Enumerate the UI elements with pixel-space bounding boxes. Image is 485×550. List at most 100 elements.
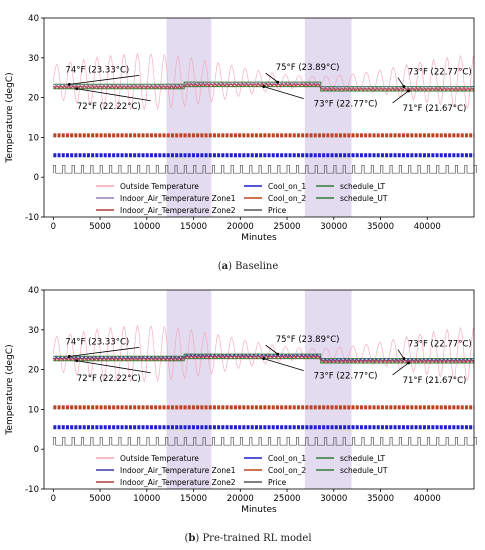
legend-label: schedule_LT	[340, 454, 386, 463]
legend-label: schedule_UT	[340, 194, 388, 203]
chart-panel-b: -10 0 10 20 30 40 0 5000 10000 15000 20000 25000 300…	[5, 286, 477, 515]
annotation-arrow	[76, 360, 151, 374]
annotation-point	[67, 82, 71, 86]
annotation-arrow	[392, 362, 409, 376]
legend-label: Price	[268, 206, 287, 215]
annotation-point	[276, 80, 280, 84]
y-tick-label: 0	[34, 173, 39, 183]
y-tick-label: 40	[28, 14, 39, 24]
legend-label: Outside Temperature	[120, 182, 199, 191]
x-tick-label: 20000	[227, 494, 254, 504]
legend-label: Cool_on_1	[268, 454, 306, 463]
annotation-label: 73°F (22.77°C)	[408, 68, 472, 78]
annotation-point	[67, 354, 71, 358]
legend-label: schedule_LT	[340, 182, 386, 191]
x-tick-label: 25000	[274, 494, 301, 504]
series-price-line	[52, 436, 477, 446]
legend-label: Indoor_Air_Temperature Zone1	[120, 466, 236, 475]
x-axis-label: Minutes	[241, 505, 277, 515]
x-tick-label: 5000	[89, 494, 111, 504]
y-tick-label: 30	[28, 54, 39, 64]
x-tick-label: 30000	[320, 222, 347, 232]
legend-label: Indoor_Air_Temperature Zone2	[120, 206, 236, 215]
annotation-arrow	[76, 88, 151, 102]
caption-text-a: Baseline	[235, 261, 278, 272]
series-outside-temperature-line	[52, 52, 475, 111]
annotation-label: 73°F (22.77°C)	[408, 340, 472, 350]
annotation-arrow	[263, 86, 304, 99]
annotation-arrow	[263, 358, 304, 371]
x-tick-label: 35000	[367, 494, 394, 504]
x-tick-label: 30000	[320, 494, 347, 504]
caption-a: (a) Baseline	[218, 261, 279, 272]
y-tick-label: 40	[28, 286, 39, 296]
annotation-arrow	[265, 72, 278, 83]
legend-label: Indoor_Air_Temperature Zone1	[120, 194, 236, 203]
series-outside-temperature-line	[52, 324, 475, 383]
y-tick-label: 0	[34, 445, 39, 455]
annotation-point	[407, 361, 410, 365]
annotation-label: 72°F (22.22°C)	[77, 102, 141, 112]
annotation-point	[402, 85, 406, 88]
legend-label: Cool_on_2	[268, 466, 306, 475]
legend-label: Price	[268, 478, 287, 487]
annotation-label: 71°F (21.67°C)	[403, 376, 467, 386]
annotation-arrow	[397, 77, 405, 87]
y-tick-label: 10	[28, 405, 39, 415]
annotation-label: 73°F (22.77°C)	[314, 100, 378, 110]
y-tick-label: 20	[28, 94, 39, 104]
x-tick-label: 15000	[180, 222, 207, 232]
legend-label: Cool_on_2	[268, 194, 306, 203]
x-axis-label: Minutes	[241, 233, 277, 243]
price-band-0	[166, 290, 212, 489]
y-tick-label: -10	[25, 485, 39, 495]
x-tick-label: 0	[51, 222, 56, 232]
annotation-arrow	[69, 346, 140, 357]
plot-frame	[43, 289, 475, 490]
x-tick-label: 10000	[133, 222, 160, 232]
annotation-point	[262, 85, 266, 88]
x-tick-label: 15000	[180, 494, 207, 504]
annotation-point	[276, 352, 280, 356]
annotation-label: 73°F (22.77°C)	[314, 372, 378, 382]
x-tick-label: 40000	[414, 494, 441, 504]
annotation-point	[407, 89, 410, 93]
price-band-0	[166, 18, 212, 217]
caption-letter-b: b	[188, 533, 195, 544]
annotation-label: 74°F (23.33°C)	[65, 65, 129, 75]
x-tick-label: 40000	[414, 222, 441, 232]
legend-label: Outside Temperature	[120, 454, 199, 463]
annotation-label: 72°F (22.22°C)	[77, 374, 141, 384]
x-tick-label: 0	[51, 494, 56, 504]
caption-letter-a: a	[222, 261, 229, 272]
caption-b: (b) Pre-trained RL model	[184, 533, 311, 544]
annotation-point	[262, 357, 266, 360]
price-band-1	[304, 18, 352, 217]
annotation-label: 75°F (23.89°C)	[276, 63, 340, 73]
legend-label: schedule_UT	[340, 466, 388, 475]
chart-panel-a: -10 0 10 20 30 40 0 5000 10000 15000 20000 25000 300…	[5, 14, 477, 243]
x-tick-label: 5000	[89, 222, 111, 232]
annotation-arrow	[397, 349, 405, 359]
y-axis-label: Temperature (degC)	[5, 344, 15, 435]
x-tick-label: 20000	[227, 222, 254, 232]
annotation-arrow	[392, 90, 409, 104]
plot-frame	[43, 17, 475, 218]
annotation-point	[75, 87, 79, 91]
legend-label: Indoor_Air_Temperature Zone2	[120, 478, 236, 487]
y-tick-label: 10	[28, 133, 39, 143]
annotation-label: 74°F (23.33°C)	[65, 337, 129, 347]
y-axis-label: Temperature (degC)	[5, 72, 15, 163]
price-band-1	[304, 290, 352, 489]
y-tick-label: 20	[28, 366, 39, 376]
x-tick-label: 10000	[133, 494, 160, 504]
caption-text-b: Pre-trained RL model	[202, 533, 311, 544]
series-price-line	[52, 164, 477, 174]
annotation-arrow	[69, 74, 140, 85]
y-tick-label: 30	[28, 326, 39, 336]
x-tick-label: 35000	[367, 222, 394, 232]
annotation-point	[75, 359, 79, 363]
x-tick-label: 25000	[274, 222, 301, 232]
annotation-label: 75°F (23.89°C)	[276, 335, 340, 345]
